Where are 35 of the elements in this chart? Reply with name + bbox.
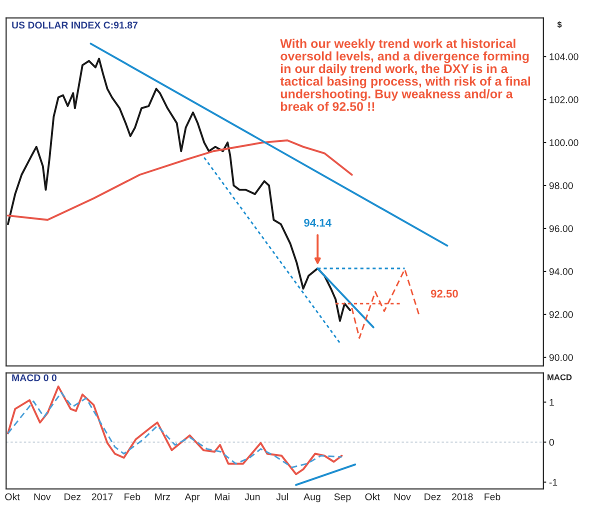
annotation: MACD 0 0 — [12, 374, 56, 382]
x-tick-label: Sep — [334, 493, 351, 502]
y-tick-label: 92.00 — [549, 311, 573, 318]
y-tick-label: 102.00 — [550, 96, 578, 104]
x-tick-label: Okt — [5, 493, 20, 500]
y-tick-label: 104.00 — [550, 53, 578, 60]
x-tick-label: Dez — [64, 493, 81, 500]
x-tick-label: Mrz — [155, 493, 170, 500]
y-axis-title: $ — [557, 21, 562, 28]
y-tick-label: -1 — [549, 478, 558, 486]
y-tick-label: 0 — [549, 438, 554, 446]
y-tick-label: 96.00 — [549, 225, 573, 232]
x-tick-label: Mai — [215, 493, 230, 500]
annotation: With our weekly trend work at historical oversold levels, and a divergence forming in our daily trend work, the DXY is in a tactical basing process, with risk of a final undershooting. Buy weakness and/or a break of 92.50 !! — [280, 38, 530, 111]
y-tick-label: 98.00 — [549, 182, 573, 190]
x-tick-label: Nov — [394, 493, 411, 500]
y-tick-label: 100.00 — [550, 139, 578, 146]
x-tick-label: Jun — [244, 493, 260, 500]
y-tick-label: 94.00 — [549, 268, 573, 276]
annotation: 92.50 — [430, 290, 458, 298]
y-tick-label: 1 — [550, 398, 554, 406]
x-tick-label: Apr — [184, 493, 200, 502]
annotation: US DOLLAR INDEX C:91.87 — [12, 22, 138, 29]
x-tick-label: Feb — [124, 493, 140, 500]
x-tick-label: Feb — [484, 493, 500, 500]
x-tick-label: 2018 — [452, 493, 473, 500]
y-tick-label: 90.00 — [549, 354, 573, 362]
x-tick-label: 2017 — [92, 493, 113, 500]
x-tick-label: Okt — [365, 493, 380, 500]
x-tick-label: Nov — [34, 493, 51, 500]
x-tick-label: Jul — [276, 493, 288, 500]
annotation: 94.14 — [304, 218, 332, 227]
x-tick-label: Dez — [424, 493, 441, 500]
y-axis-title: MACD — [548, 374, 572, 380]
x-tick-label: Aug — [304, 493, 320, 502]
